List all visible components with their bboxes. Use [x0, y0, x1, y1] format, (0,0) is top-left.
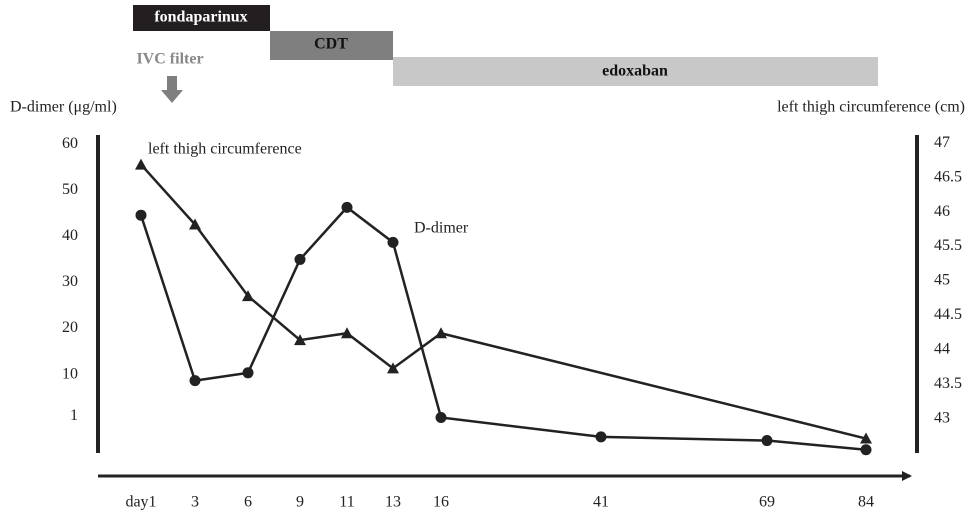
y-tick-label: 40 — [62, 227, 78, 244]
x-tick-label: 13 — [385, 494, 401, 511]
y-tick-label: 30 — [62, 273, 78, 290]
x-tick-label: 3 — [191, 494, 199, 511]
data-point — [341, 327, 353, 339]
edoxaban-bar — [393, 57, 878, 86]
cdt-bar — [270, 31, 393, 60]
y2-tick-label: 44 — [934, 340, 950, 357]
y2-tick-label: 47 — [934, 134, 950, 151]
y2-tick-label: 45.5 — [934, 237, 962, 254]
y-tick-label: 10 — [62, 365, 78, 382]
y-tick-label: 50 — [62, 181, 78, 198]
x-tick-label: 9 — [296, 494, 304, 511]
data-point — [435, 327, 447, 339]
y-tick-label: 1 — [70, 407, 78, 424]
x-tick-label: 6 — [244, 494, 252, 511]
procedure-arrow — [161, 76, 183, 103]
data-point — [595, 431, 607, 443]
data-point — [341, 201, 353, 213]
data-point — [242, 290, 254, 302]
data-point — [761, 435, 773, 447]
series-label: left thigh circumference — [148, 141, 302, 158]
y2-tick-label: 43 — [934, 409, 950, 426]
treatment-label: CDT — [314, 36, 348, 53]
y2-tick-label: 46 — [934, 203, 950, 220]
x-tick-label: day1 — [125, 494, 156, 511]
data-point — [135, 158, 147, 170]
y2-axis-label: left thigh circumference (cm) — [777, 99, 965, 116]
fondaparinux-bar — [133, 5, 270, 31]
x-tick-label: 16 — [433, 494, 449, 511]
treatment-label: fondaparinux — [154, 9, 247, 26]
x-tick-label: 11 — [339, 494, 354, 511]
data-point — [135, 209, 147, 221]
data-point — [860, 432, 872, 444]
y2-tick-label: 46.5 — [934, 168, 962, 185]
x-tick-label: 41 — [593, 494, 609, 511]
data-point — [435, 412, 447, 424]
data-point — [860, 444, 872, 456]
data-point — [189, 375, 201, 387]
series-line — [139, 205, 867, 452]
y-tick-label: 20 — [62, 319, 78, 336]
series-label: D-dimer — [414, 220, 469, 237]
y-tick-label: 60 — [62, 135, 78, 152]
treatment-label: edoxaban — [602, 63, 668, 80]
y-axis-label: D-dimer (μg/ml) — [10, 99, 117, 116]
data-point — [294, 334, 306, 346]
data-point — [242, 367, 254, 379]
data-point — [189, 218, 201, 230]
y2-tick-label: 45 — [934, 272, 950, 289]
data-point — [294, 253, 306, 265]
x-tick-label: 69 — [759, 494, 775, 511]
data-point — [387, 362, 399, 374]
x-tick-label: 84 — [858, 494, 874, 511]
procedure-label: IVC filter — [136, 51, 203, 68]
series-line — [140, 163, 867, 440]
y2-tick-label: 44.5 — [934, 306, 962, 323]
data-point — [387, 236, 399, 248]
y2-tick-label: 43.5 — [934, 375, 962, 392]
